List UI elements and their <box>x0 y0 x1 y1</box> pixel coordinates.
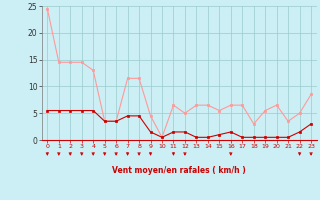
X-axis label: Vent moyen/en rafales ( km/h ): Vent moyen/en rafales ( km/h ) <box>112 166 246 175</box>
